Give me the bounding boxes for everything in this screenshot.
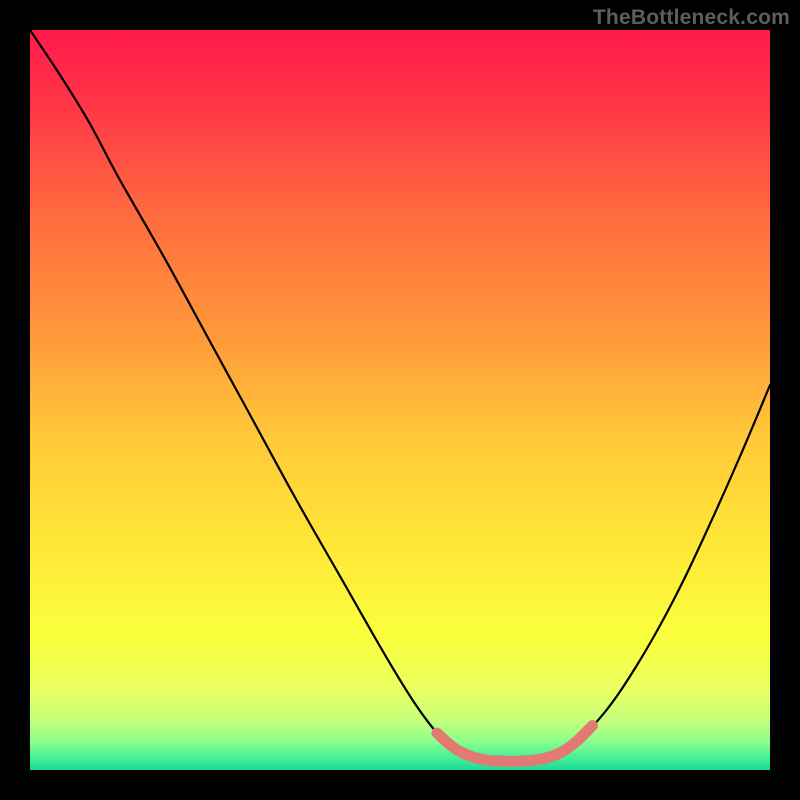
plot-gradient bbox=[30, 30, 770, 770]
chart-svg bbox=[0, 0, 800, 800]
chart-canvas: TheBottleneck.com bbox=[0, 0, 800, 800]
watermark-text: TheBottleneck.com bbox=[593, 6, 790, 30]
